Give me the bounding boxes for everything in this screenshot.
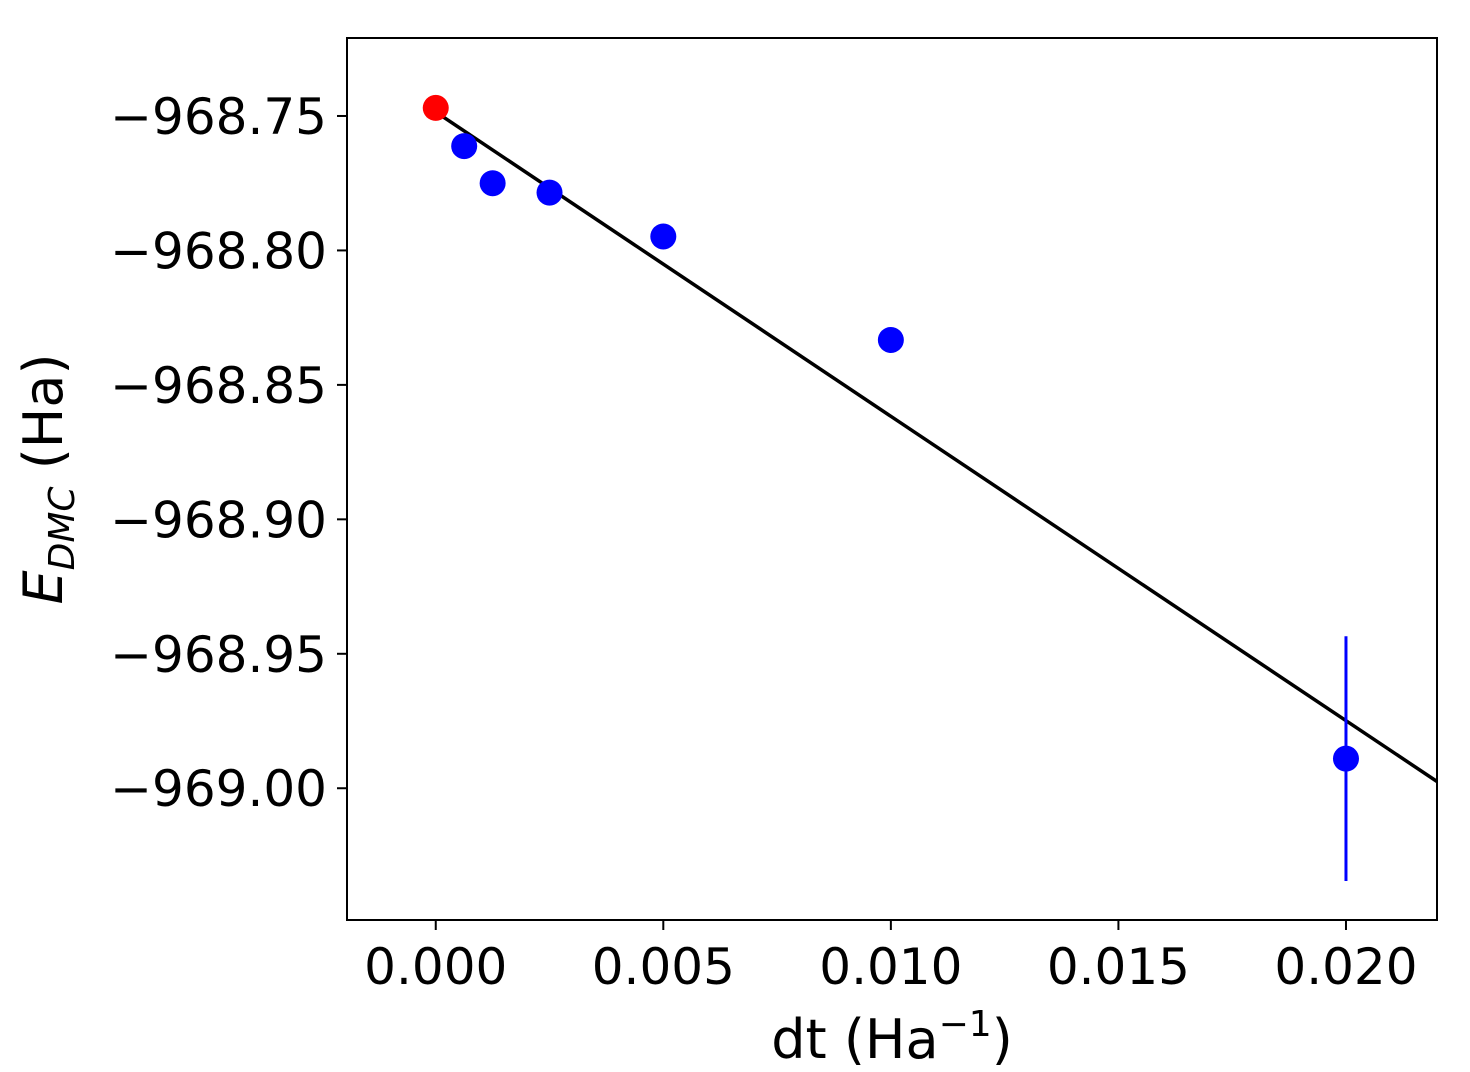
x-tick-label: 0.010: [819, 938, 962, 996]
y-tick-label: −968.75: [110, 88, 327, 146]
x-axis-label-text: dt (Ha: [771, 1008, 938, 1071]
data-point: [479, 170, 506, 197]
data-point: [451, 133, 478, 160]
axis-ticks: 0.000 0.005 0.010 0.015 0.020 −968.75 −968.80 −…: [110, 88, 1417, 996]
data-point: [1332, 745, 1359, 772]
x-axis-label: dt (Ha−1): [771, 1004, 1013, 1071]
data-point: [650, 223, 677, 250]
y-axis-label-subscript: DMC: [42, 486, 83, 571]
y-axis-label: EDMC (Ha): [12, 353, 83, 604]
data-point: [536, 179, 563, 206]
y-tick-label: −968.85: [110, 357, 327, 415]
y-tick-label: −968.90: [110, 491, 327, 549]
x-axis-label-suffix: ): [992, 1008, 1013, 1071]
plot-marks: [422, 94, 1438, 882]
y-axis-label-main: E: [12, 570, 75, 605]
x-tick-label: 0.000: [364, 938, 507, 996]
x-tick-label: 0.005: [592, 938, 735, 996]
y-tick-label: −968.80: [110, 222, 327, 280]
x-axis-label-superscript: −1: [939, 1004, 992, 1045]
y-axis-label-unit: (Ha): [12, 353, 75, 486]
y-tick-label: −969.00: [110, 760, 327, 818]
plot-frame: [346, 37, 1438, 921]
data-point: [877, 326, 904, 353]
x-tick-label: 0.020: [1274, 938, 1417, 996]
data-point: [422, 94, 449, 121]
y-tick-label: −968.95: [110, 626, 327, 684]
x-tick-label: 0.015: [1047, 938, 1190, 996]
fit-line: [434, 110, 1438, 783]
